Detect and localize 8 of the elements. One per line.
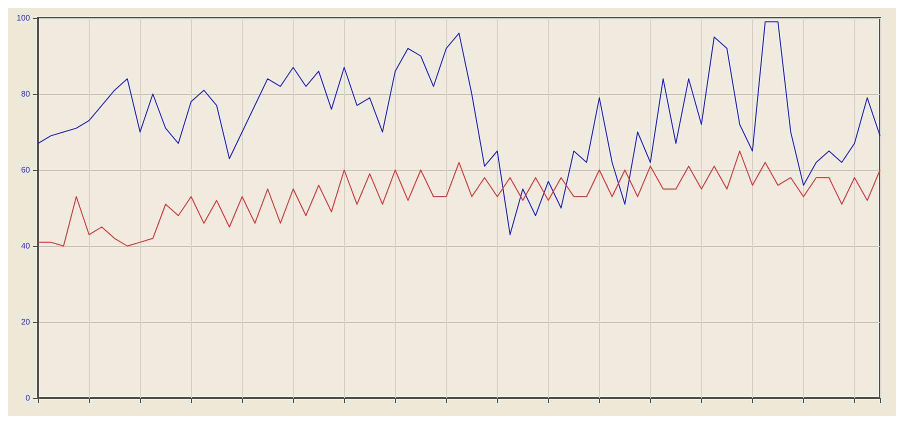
y-tick-label: 40: [21, 242, 31, 250]
y-tick-label: 0: [26, 394, 31, 402]
y-tick-label: 100: [16, 14, 31, 22]
y-tick-label: 80: [21, 90, 31, 98]
line-series: [38, 21, 880, 236]
line-series: [38, 150, 880, 246]
y-tick-label: 20: [21, 318, 31, 326]
y-tick-label: 60: [21, 166, 31, 174]
